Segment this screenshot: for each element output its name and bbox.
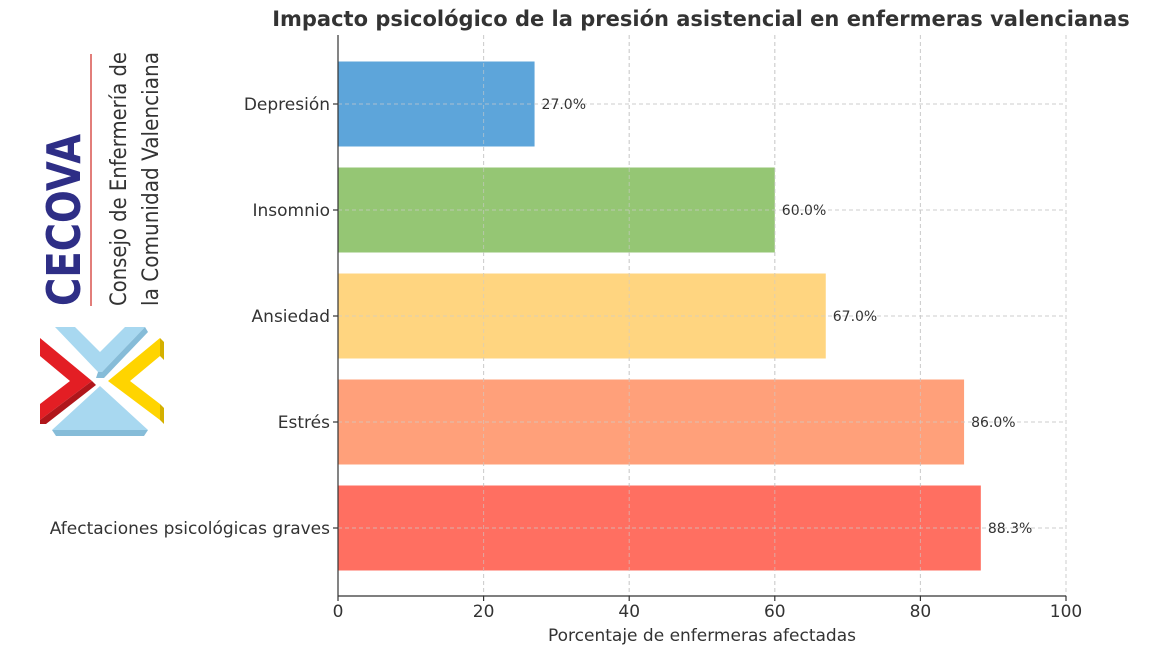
cecova-logo: CECOVA Consejo de Enfermería de la Comun…: [37, 52, 164, 436]
data-label: 60.0%: [782, 203, 826, 219]
x-tick-label: 100: [1050, 602, 1082, 622]
x-tick-label: 20: [473, 602, 495, 622]
data-label: 27.0%: [542, 97, 586, 113]
y-category-labels: Depresión Insomnio Ansiedad Estrés Afectacio…: [50, 95, 338, 539]
logo-line2: la Comunidad Valenciana: [139, 52, 164, 306]
data-label: 67.0%: [833, 309, 877, 325]
y-category-label: Insomnio: [252, 201, 330, 221]
x-ticks: 0 20 40 60 80 100: [333, 596, 1082, 622]
y-category-label: Estrés: [278, 413, 330, 433]
logo-acronym: CECOVA: [37, 134, 91, 306]
bars: [338, 35, 1067, 596]
logo-line1: Consejo de Enfermería de: [107, 52, 132, 306]
x-tick-label: 60: [764, 602, 786, 622]
x-tick-label: 0: [333, 602, 344, 622]
data-label: 86.0%: [971, 415, 1015, 431]
x-tick-label: 40: [618, 602, 640, 622]
chart-title: Impacto psicológico de la presión asiste…: [272, 7, 1130, 31]
y-category-label: Afectaciones psicológicas graves: [50, 519, 330, 539]
data-labels: 27.0% 60.0% 67.0% 86.0% 88.3%: [542, 97, 1033, 537]
x-tick-label: 80: [910, 602, 932, 622]
logo-emblem-icon: [40, 327, 164, 436]
data-label: 88.3%: [988, 521, 1032, 537]
y-category-label: Depresión: [244, 95, 330, 115]
y-category-label: Ansiedad: [252, 307, 330, 327]
x-axis-label: Porcentaje de enfermeras afectadas: [548, 626, 856, 646]
logo-wordmark: CECOVA Consejo de Enfermería de la Comun…: [37, 52, 164, 306]
